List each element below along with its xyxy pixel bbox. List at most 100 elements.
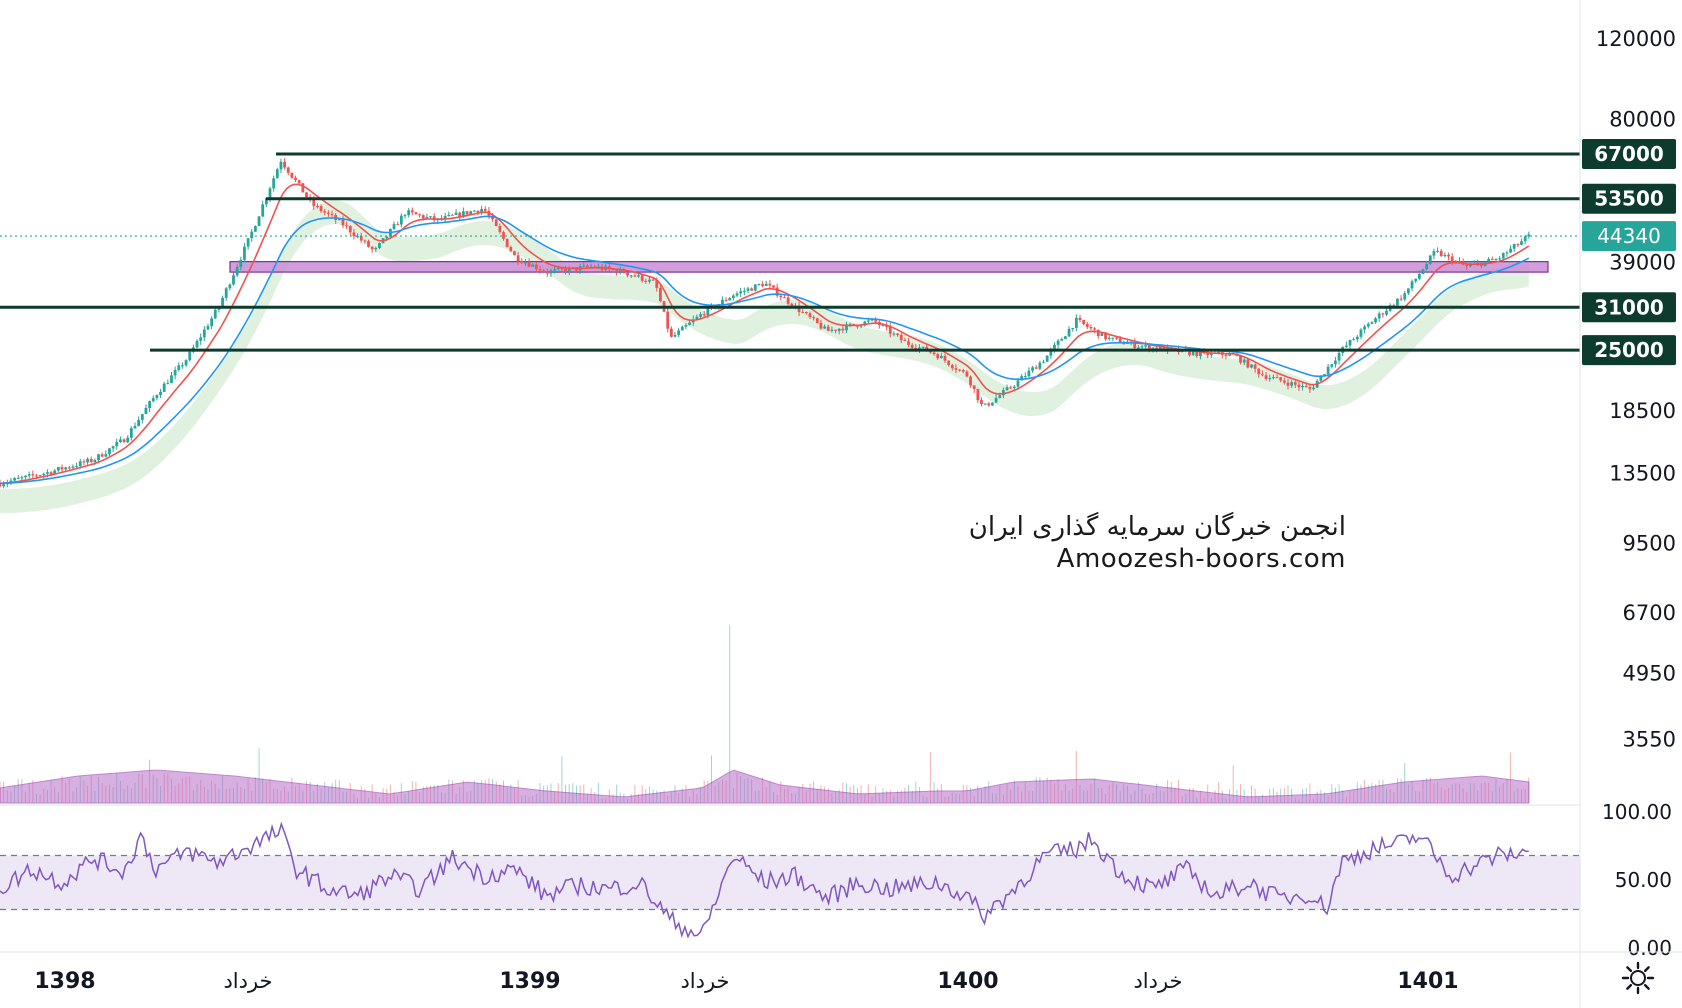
candle-body [1509, 248, 1512, 253]
candle-body [181, 365, 184, 367]
candle-body [75, 466, 79, 468]
candle-body [1520, 241, 1523, 245]
candle-body [622, 269, 626, 273]
candle [545, 268, 549, 277]
candle [764, 280, 768, 287]
candle-body [753, 284, 757, 291]
candle [768, 280, 772, 289]
candle [939, 352, 943, 359]
candle-body [516, 255, 520, 262]
candle-body [1286, 382, 1290, 386]
time-label-4: 1400 [937, 969, 998, 994]
candle-body [932, 352, 936, 355]
candle [1023, 372, 1027, 379]
candle [356, 233, 359, 239]
candle-body [243, 246, 246, 260]
candle [396, 221, 400, 226]
candle-body [834, 329, 837, 331]
candle [1290, 380, 1294, 389]
candle [903, 337, 907, 342]
candle [494, 218, 498, 227]
candle [286, 166, 290, 176]
candle [294, 175, 297, 183]
candle-body [213, 309, 217, 319]
candle-body [16, 477, 20, 479]
candle-body [162, 383, 166, 392]
candle-body [133, 425, 137, 429]
candle [392, 221, 396, 230]
candle [181, 362, 184, 369]
candle [1060, 337, 1064, 341]
candle [976, 388, 980, 403]
horizontal-levels: 67000 53500 31000 25000 44340 [0, 138, 1676, 366]
candle-body [746, 288, 750, 291]
candle-body [783, 297, 786, 299]
candle [1385, 308, 1388, 317]
candle-body [352, 232, 356, 237]
candle-body [97, 454, 100, 461]
candle-body [1490, 259, 1494, 261]
time-label-3: خرداد [680, 969, 729, 993]
candle [812, 315, 816, 321]
candle-body [1355, 336, 1359, 340]
candle-body [502, 232, 505, 239]
candle [290, 172, 294, 179]
candle [582, 262, 586, 268]
candle [133, 422, 137, 430]
candle-body [108, 448, 111, 455]
candle [728, 296, 732, 301]
candle-body [199, 337, 203, 341]
ema-fast-line [0, 183, 1530, 485]
candle-body [1297, 384, 1301, 388]
candle [305, 192, 308, 198]
candle [626, 272, 629, 278]
candle-body [735, 293, 739, 296]
candle [1421, 268, 1425, 275]
candle-body [235, 266, 239, 276]
candle-body [972, 385, 976, 390]
candle [724, 297, 728, 303]
candle [1220, 351, 1224, 359]
candle-body [1042, 361, 1045, 363]
candle-body [1494, 259, 1498, 261]
candle-body [312, 199, 316, 206]
rsi-tick-100-00: 100.00 [1602, 800, 1672, 824]
candle-body [465, 211, 469, 215]
candle [932, 351, 936, 356]
candle [319, 204, 323, 214]
candle [170, 371, 173, 384]
candle-body [1326, 366, 1330, 375]
level-badge-31000 [1582, 292, 1676, 323]
candle-body [297, 180, 301, 184]
candle-body [637, 275, 640, 277]
candle-body [1034, 367, 1038, 369]
candle-body [1406, 288, 1410, 294]
candle-body [1147, 345, 1151, 351]
candle [111, 445, 115, 453]
candle [648, 276, 651, 284]
candle-body [1031, 367, 1034, 371]
candle-body [1140, 346, 1144, 348]
candle [1038, 360, 1042, 371]
price-tick-120000: 120000 [1596, 27, 1676, 51]
candle-body [1458, 261, 1461, 263]
candle [1432, 248, 1436, 260]
candle-body [392, 224, 396, 230]
candle-body [111, 446, 115, 449]
candle-body [1399, 298, 1403, 300]
candle [1268, 374, 1272, 382]
candle-body [9, 480, 13, 483]
candle-body [1337, 353, 1341, 361]
candle-body [93, 460, 97, 462]
candle [367, 239, 370, 248]
candle [1209, 350, 1213, 358]
candle [498, 223, 502, 234]
settings-gear-icon[interactable] [1620, 960, 1656, 996]
candle [516, 251, 520, 265]
price-tick-3550: 3550 [1623, 727, 1676, 751]
candle-body [89, 458, 93, 462]
candle [1406, 288, 1410, 295]
candle [363, 239, 367, 244]
candle-body [684, 325, 688, 327]
